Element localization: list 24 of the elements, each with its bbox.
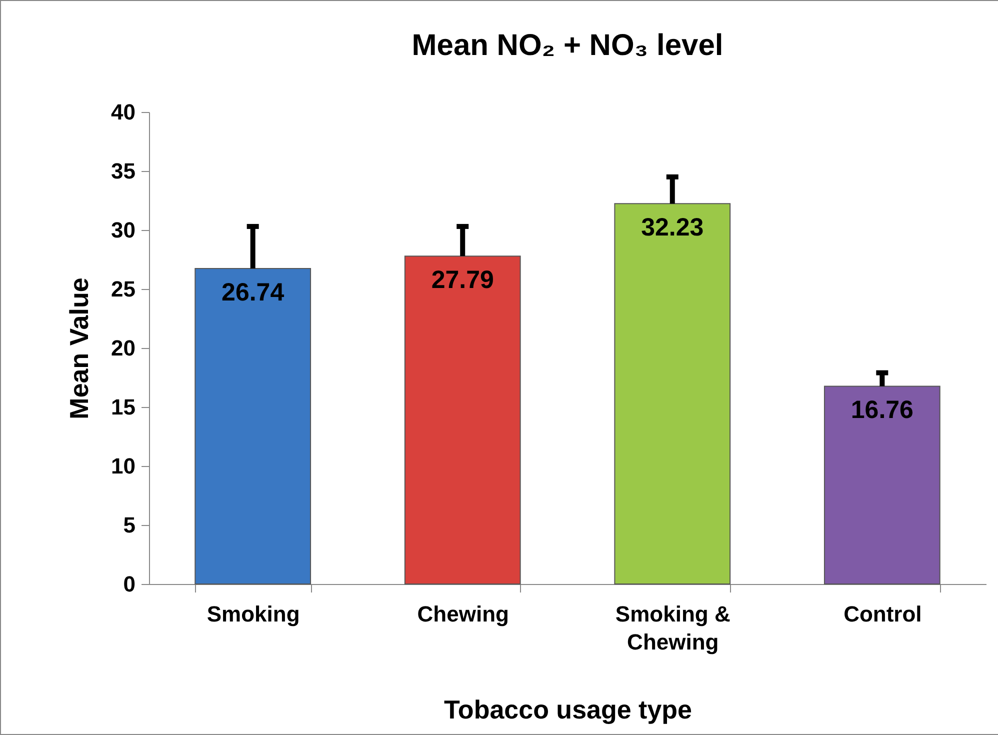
x-tick-label: Smoking & Chewing bbox=[615, 602, 730, 654]
chart-title: Mean NO₂ + NO₃ level bbox=[412, 29, 724, 62]
x-tick-label: Smoking bbox=[206, 602, 300, 626]
y-tick-label: 10 bbox=[111, 454, 136, 478]
x-tick-label: Control bbox=[844, 602, 922, 626]
x-axis-title: Tobacco usage type bbox=[444, 694, 692, 724]
y-axis-title: Mean Value bbox=[64, 278, 94, 420]
data-label: 26.74 bbox=[222, 278, 284, 306]
bar bbox=[824, 386, 940, 584]
bar bbox=[404, 256, 521, 584]
y-tick-label: 20 bbox=[111, 336, 136, 360]
y-tick-label: 0 bbox=[123, 572, 136, 596]
bar bbox=[194, 268, 312, 584]
y-tick-label: 30 bbox=[111, 218, 136, 242]
x-tick-label: Chewing bbox=[417, 602, 509, 626]
data-label: 32.23 bbox=[641, 214, 704, 242]
y-tick-label: 40 bbox=[111, 100, 136, 124]
data-label: 27.79 bbox=[431, 266, 494, 294]
bar bbox=[614, 203, 731, 584]
data-label: 16.76 bbox=[850, 396, 914, 424]
y-tick-label: 15 bbox=[111, 394, 136, 420]
y-tick-label: 5 bbox=[123, 512, 136, 538]
y-tick-label: 35 bbox=[111, 158, 136, 184]
y-tick-label: 25 bbox=[111, 276, 136, 302]
